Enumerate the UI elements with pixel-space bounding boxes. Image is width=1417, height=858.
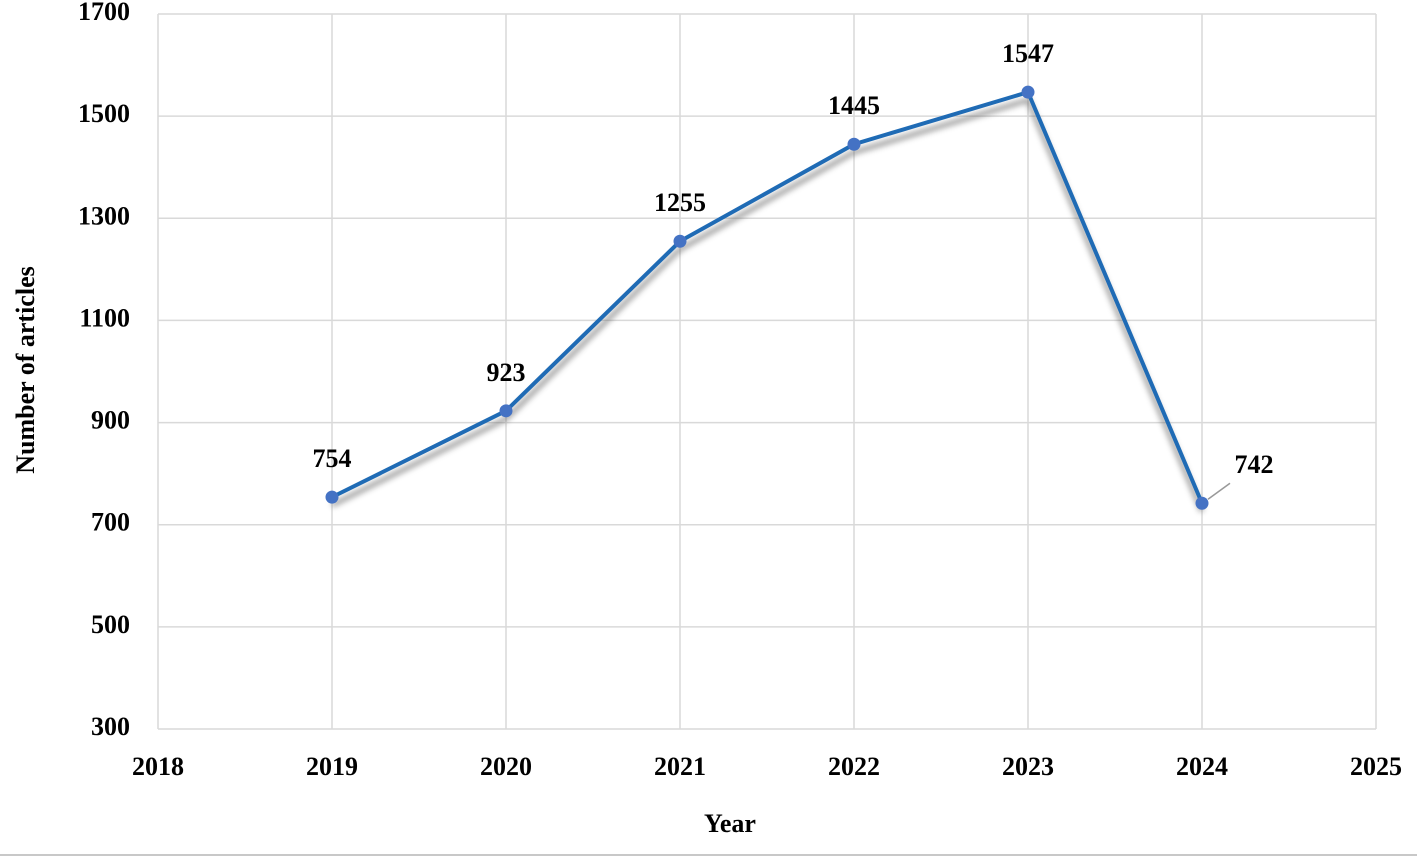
x-axis-label: Year — [704, 809, 756, 838]
leader-line — [1207, 482, 1231, 500]
point-marker — [1195, 496, 1209, 510]
y-tick-label: 500 — [91, 610, 130, 639]
y-tick-label: 700 — [91, 508, 130, 537]
y-axis-label: Number of articles — [11, 266, 40, 473]
y-tick-label: 300 — [91, 712, 130, 741]
point-marker — [673, 234, 687, 248]
y-tick-label: 900 — [91, 406, 130, 435]
data-label: 1445 — [828, 91, 880, 120]
y-tick-label: 1700 — [78, 0, 130, 26]
y-tick-label: 1100 — [79, 303, 130, 332]
point-marker — [1021, 85, 1035, 99]
x-tick-label: 2025 — [1350, 752, 1402, 781]
data-label: 1547 — [1002, 39, 1054, 68]
data-label: 742 — [1235, 450, 1274, 479]
y-tick-label: 1300 — [78, 201, 130, 230]
x-tick-label: 2020 — [480, 752, 532, 781]
x-tick-label: 2018 — [132, 752, 184, 781]
point-marker — [325, 490, 339, 504]
data-label: 923 — [487, 358, 526, 387]
x-tick-label: 2024 — [1176, 752, 1228, 781]
x-tick-label: 2022 — [828, 752, 880, 781]
x-tick-label: 2021 — [654, 752, 706, 781]
point-marker — [847, 137, 861, 151]
data-label: 754 — [313, 444, 352, 473]
series-line — [331, 89, 1204, 505]
line-shadow — [330, 97, 1205, 513]
x-tick-label: 2019 — [306, 752, 358, 781]
data-label: 1255 — [654, 188, 706, 217]
y-tick-label: 1500 — [78, 99, 130, 128]
point-marker — [499, 404, 513, 418]
x-tick-label: 2023 — [1002, 752, 1054, 781]
